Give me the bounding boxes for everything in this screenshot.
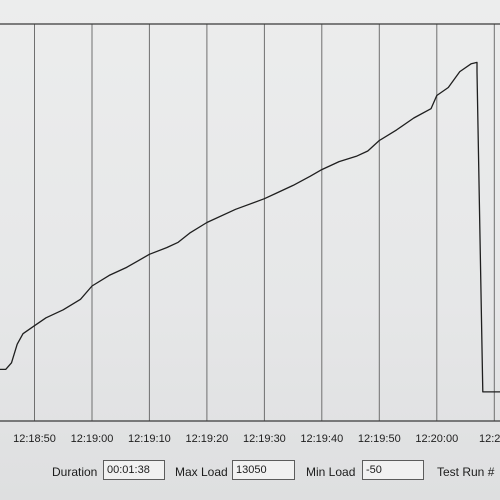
x-tick-label-0: 12:18:50 — [13, 433, 56, 445]
load-chart: 12:18:50 12:19:00 12:19:10 12:19:20 12:19:30… — [0, 23, 500, 445]
x-tick-label-6: 12:19:50 — [358, 433, 401, 445]
grid — [34, 24, 495, 421]
test-run-label: Test Run # — [437, 465, 495, 479]
stats-bar: Duration 00:01:38 Max Load 13050 Min Loa… — [0, 455, 500, 500]
duration-value-box: 00:01:38 — [103, 460, 165, 480]
x-tick-label-8: 12:20: — [479, 433, 500, 445]
x-tick-label-4: 12:19:30 — [243, 433, 286, 445]
series-group — [0, 61, 500, 393]
x-tick-label-5: 12:19:40 — [300, 433, 343, 445]
x-tick-label-2: 12:19:10 — [128, 433, 171, 445]
x-tick-label-1: 12:19:00 — [71, 433, 114, 445]
max-load-value-box: 13050 — [232, 460, 295, 480]
min-load-value-box: -50 — [362, 460, 424, 480]
x-tick-label-7: 12:20:00 — [415, 433, 458, 445]
x-tick-labels: 12:18:50 12:19:00 12:19:10 12:19:20 12:19:30… — [13, 433, 500, 445]
min-load-label: Min Load — [306, 465, 356, 479]
x-tick-label-3: 12:19:20 — [185, 433, 228, 445]
duration-label: Duration — [52, 465, 98, 479]
load-series-line-0 — [0, 61, 500, 393]
max-load-label: Max Load — [175, 465, 228, 479]
